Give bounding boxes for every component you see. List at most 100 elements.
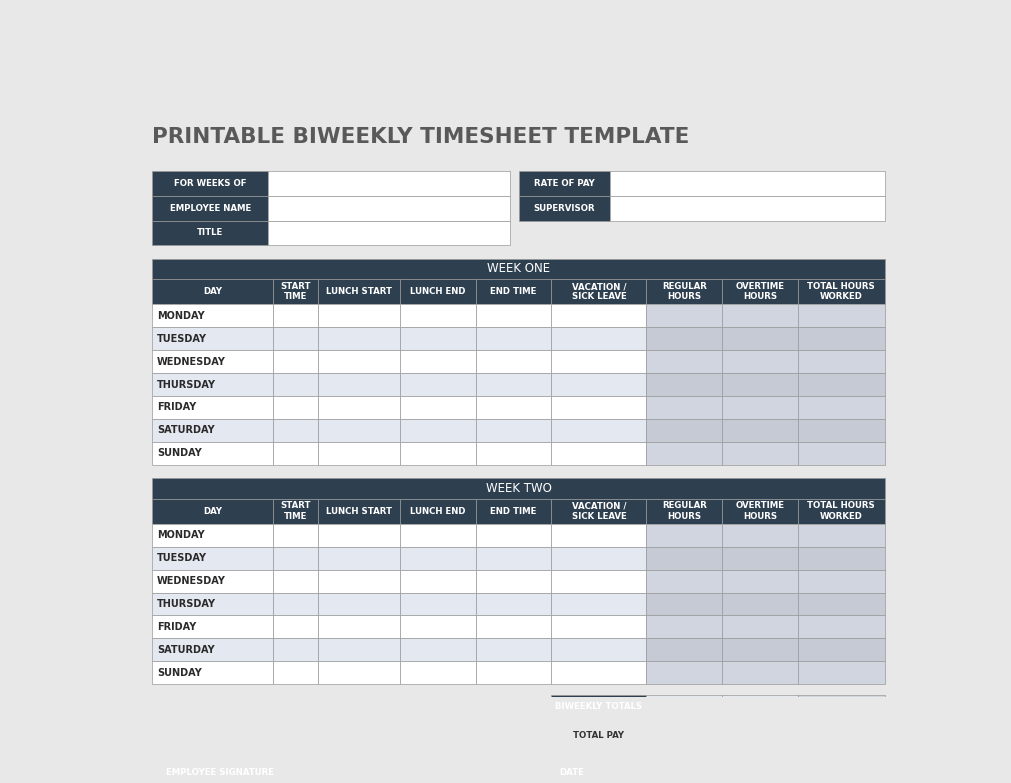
Bar — [153, 327, 273, 350]
Bar — [153, 350, 273, 373]
Bar — [399, 327, 475, 350]
Bar — [318, 615, 399, 638]
Bar — [551, 593, 646, 615]
Text: PRINTABLE BIWEEKLY TIMESHEET TEMPLATE: PRINTABLE BIWEEKLY TIMESHEET TEMPLATE — [153, 127, 690, 146]
Bar — [475, 638, 551, 662]
Bar — [797, 695, 884, 718]
Bar — [525, 760, 618, 783]
Bar — [399, 638, 475, 662]
Bar — [273, 279, 318, 305]
Bar — [551, 570, 646, 593]
Bar — [646, 396, 721, 419]
Text: WEEK TWO: WEEK TWO — [485, 482, 551, 495]
Bar — [153, 662, 273, 684]
Bar — [609, 196, 884, 221]
Bar — [399, 350, 475, 373]
Bar — [273, 570, 318, 593]
Bar — [551, 373, 646, 396]
Text: BIWEEKLY TOTALS: BIWEEKLY TOTALS — [555, 702, 642, 711]
Bar — [646, 615, 721, 638]
Bar — [646, 547, 721, 570]
Text: DAY: DAY — [203, 287, 222, 296]
Bar — [318, 499, 399, 524]
Bar — [646, 638, 721, 662]
Text: FRIDAY: FRIDAY — [157, 622, 196, 632]
Bar — [153, 221, 268, 245]
Bar — [475, 615, 551, 638]
Bar — [797, 373, 884, 396]
Bar — [153, 570, 273, 593]
Bar — [318, 638, 399, 662]
Text: END TIME: END TIME — [490, 507, 536, 516]
Bar — [399, 593, 475, 615]
Bar — [273, 524, 318, 547]
Text: TOTAL PAY: TOTAL PAY — [573, 731, 624, 740]
Bar — [153, 373, 273, 396]
Bar — [646, 373, 721, 396]
Bar — [475, 570, 551, 593]
Bar — [318, 396, 399, 419]
Text: LUNCH END: LUNCH END — [409, 507, 465, 516]
Bar — [475, 373, 551, 396]
Bar — [318, 305, 399, 327]
Text: OVERTIME
HOURS: OVERTIME HOURS — [735, 282, 784, 301]
Text: SUNDAY: SUNDAY — [157, 668, 201, 678]
Bar — [646, 695, 721, 718]
Bar — [475, 350, 551, 373]
Text: MONDAY: MONDAY — [157, 311, 204, 321]
Text: START
TIME: START TIME — [280, 282, 310, 301]
Bar — [646, 305, 721, 327]
Bar — [797, 305, 884, 327]
Bar — [797, 638, 884, 662]
Bar — [288, 760, 525, 783]
Bar — [399, 442, 475, 465]
Text: DATE: DATE — [559, 768, 583, 777]
Bar — [153, 638, 273, 662]
Text: WEDNESDAY: WEDNESDAY — [157, 576, 225, 586]
Text: TITLE: TITLE — [197, 229, 223, 237]
Bar — [318, 419, 399, 442]
Bar — [551, 279, 646, 305]
Bar — [797, 499, 884, 524]
Text: LUNCH START: LUNCH START — [326, 507, 392, 516]
Text: START
TIME: START TIME — [280, 501, 310, 521]
Bar — [551, 547, 646, 570]
Bar — [475, 524, 551, 547]
Bar — [646, 442, 721, 465]
Text: FRIDAY: FRIDAY — [157, 402, 196, 413]
Bar — [475, 305, 551, 327]
Bar — [153, 258, 884, 279]
Bar — [797, 570, 884, 593]
Bar — [721, 570, 797, 593]
Bar — [475, 593, 551, 615]
Bar — [268, 196, 510, 221]
Text: LUNCH START: LUNCH START — [326, 287, 392, 296]
Bar — [273, 373, 318, 396]
Bar — [273, 350, 318, 373]
Bar — [153, 442, 273, 465]
Bar — [551, 695, 646, 718]
Text: EMPLOYEE NAME: EMPLOYEE NAME — [170, 204, 251, 213]
Bar — [399, 373, 475, 396]
Bar — [721, 442, 797, 465]
Bar — [273, 499, 318, 524]
Bar — [153, 196, 268, 221]
Bar — [646, 724, 884, 747]
Bar — [797, 327, 884, 350]
Bar — [153, 478, 884, 499]
Bar — [721, 615, 797, 638]
Bar — [273, 442, 318, 465]
Text: OVERTIME
HOURS: OVERTIME HOURS — [735, 501, 784, 521]
Bar — [551, 724, 646, 747]
Bar — [551, 396, 646, 419]
Bar — [721, 419, 797, 442]
Text: TOTAL HOURS
WORKED: TOTAL HOURS WORKED — [807, 501, 875, 521]
Bar — [153, 615, 273, 638]
Bar — [153, 396, 273, 419]
Bar — [797, 279, 884, 305]
Text: LUNCH END: LUNCH END — [409, 287, 465, 296]
Bar — [551, 499, 646, 524]
Bar — [475, 419, 551, 442]
Bar — [475, 396, 551, 419]
Text: THURSDAY: THURSDAY — [157, 380, 216, 390]
